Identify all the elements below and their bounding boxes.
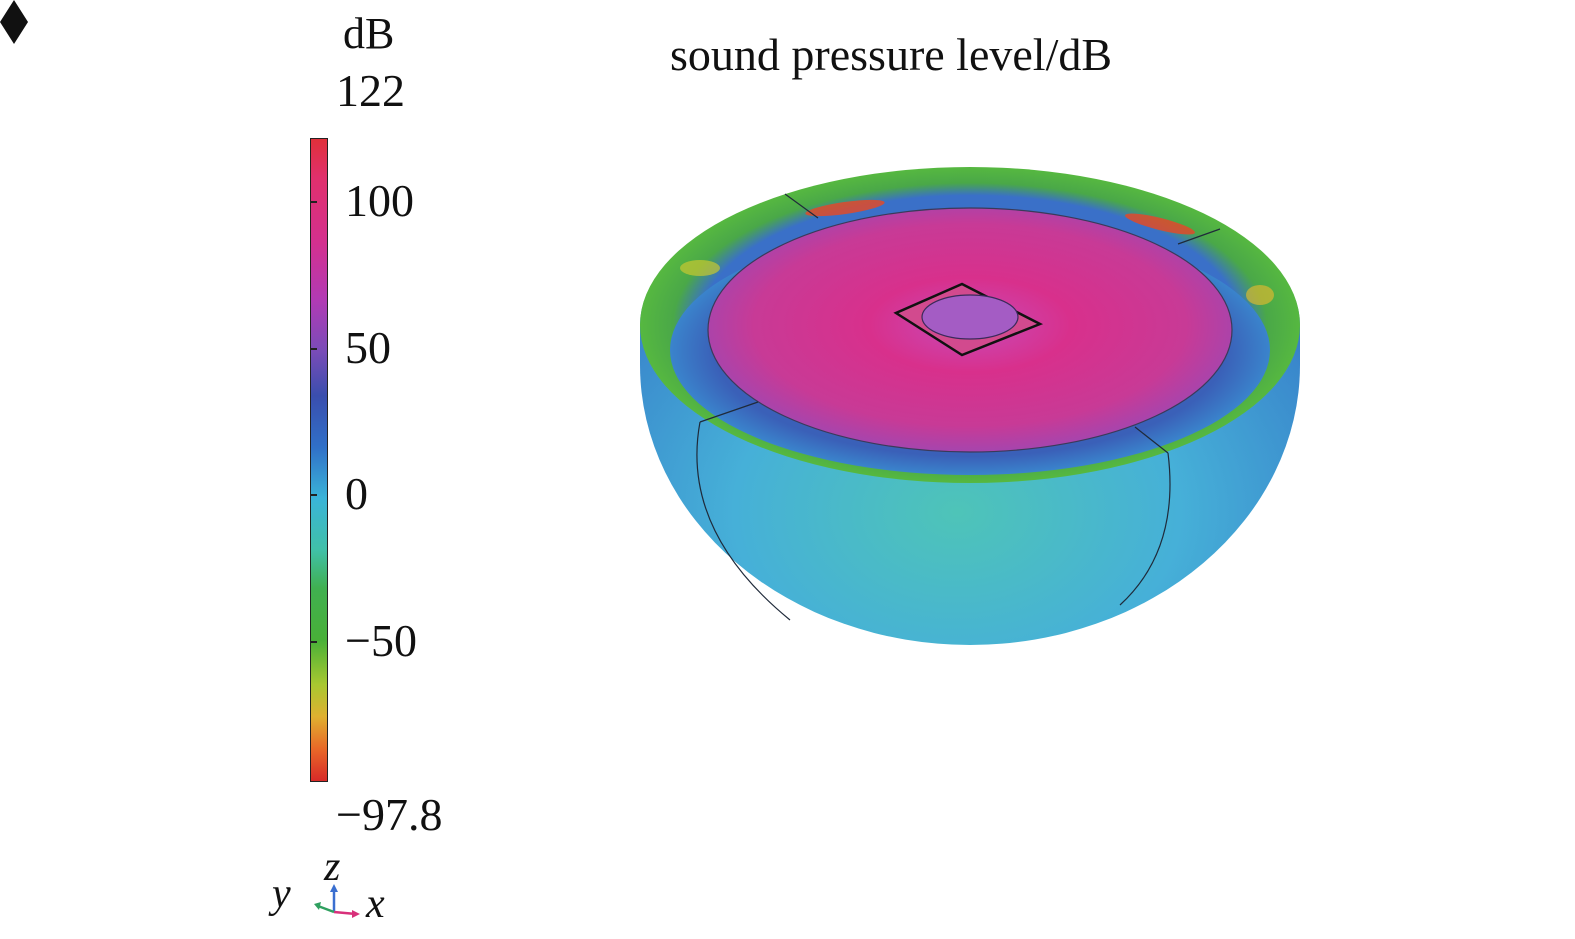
- hotspot-yellow-left: [680, 260, 720, 276]
- colorbar-tick-label: 100: [345, 175, 414, 227]
- colorbar-tick: [310, 347, 317, 350]
- hotspot-yellow-right: [1246, 285, 1274, 305]
- mesh-line-left: [696, 421, 791, 621]
- axis-label-y: y: [272, 871, 291, 917]
- hemisphere-field-plot: [640, 167, 1300, 645]
- colorbar-unit-label: dB: [343, 9, 395, 58]
- axis-label-x: x: [366, 881, 385, 927]
- colorbar-min-label: −97.8: [336, 789, 443, 840]
- max-triangle-icon: [0, 0, 28, 22]
- mesh-line-top-left: [784, 193, 819, 219]
- hotspot-right: [1125, 213, 1195, 235]
- mesh-line-top-right: [1177, 228, 1221, 245]
- mesh-line-right: [1119, 452, 1171, 606]
- hotspot-left: [805, 199, 885, 217]
- colorbar-max-label: 122: [336, 65, 405, 116]
- colorbar-tick: [310, 494, 317, 497]
- colorbar-tick-label: 0: [345, 468, 368, 520]
- colorbar-tick-label: −50: [345, 614, 417, 666]
- colorbar-tick-label: 50: [345, 321, 391, 373]
- source-disc: [921, 294, 1019, 340]
- colorbar-tick: [310, 640, 317, 643]
- axis-label-z: z: [324, 844, 341, 890]
- min-triangle-icon: [0, 22, 28, 44]
- colorbar: [310, 138, 328, 782]
- axis-triad-icon: [314, 884, 360, 918]
- plot-title: sound pressure level/dB: [670, 29, 1113, 80]
- mesh-line-ring-right: [1134, 426, 1169, 454]
- mesh-line-ring-left: [699, 401, 759, 423]
- colorbar-tick: [310, 201, 317, 204]
